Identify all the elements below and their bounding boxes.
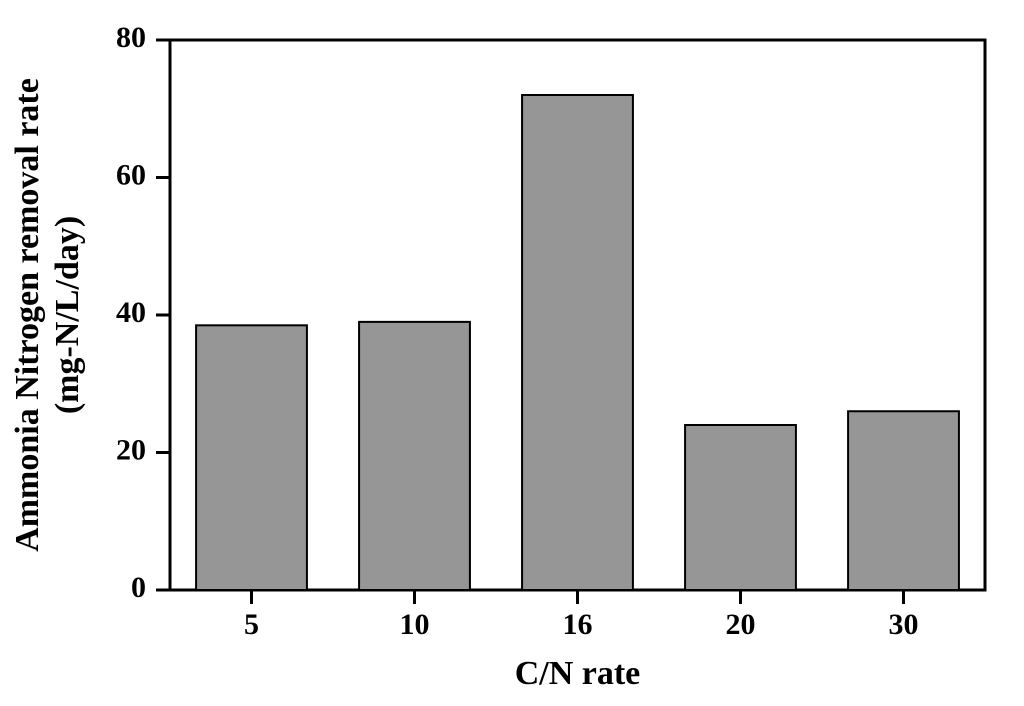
x-tick-label: 5 (244, 608, 259, 641)
x-tick-label: 20 (726, 608, 756, 641)
y-tick-label: 20 (116, 433, 146, 466)
svg-text:Ammonia Nitrogen removal rate: Ammonia Nitrogen removal rate (9, 78, 46, 552)
svg-text:(mg-N/L/day): (mg-N/L/day) (49, 216, 86, 414)
y-tick-label: 60 (116, 158, 146, 191)
bar (359, 322, 470, 590)
bar (522, 95, 633, 590)
x-tick-label: 30 (889, 608, 919, 641)
bar (848, 411, 959, 590)
x-tick-label: 10 (400, 608, 430, 641)
chart-svg: 0 20 40 60 80 5 10 16 20 30 C/N rate Ammonia Nitrog… (0, 0, 1024, 706)
y-axis-title: Ammonia Nitrogen removal rate(mg-N/L/day… (9, 78, 86, 552)
y-tick-label: 40 (116, 296, 146, 329)
x-tick-label: 16 (563, 608, 593, 641)
x-axis-title: C/N rate (515, 655, 641, 692)
bar (685, 425, 796, 590)
y-tick-label: 0 (131, 571, 146, 604)
bar-chart: 0 20 40 60 80 5 10 16 20 30 C/N rate Ammonia Nitrog… (0, 0, 1024, 706)
y-tick-label: 80 (116, 21, 146, 54)
bar (196, 325, 307, 590)
